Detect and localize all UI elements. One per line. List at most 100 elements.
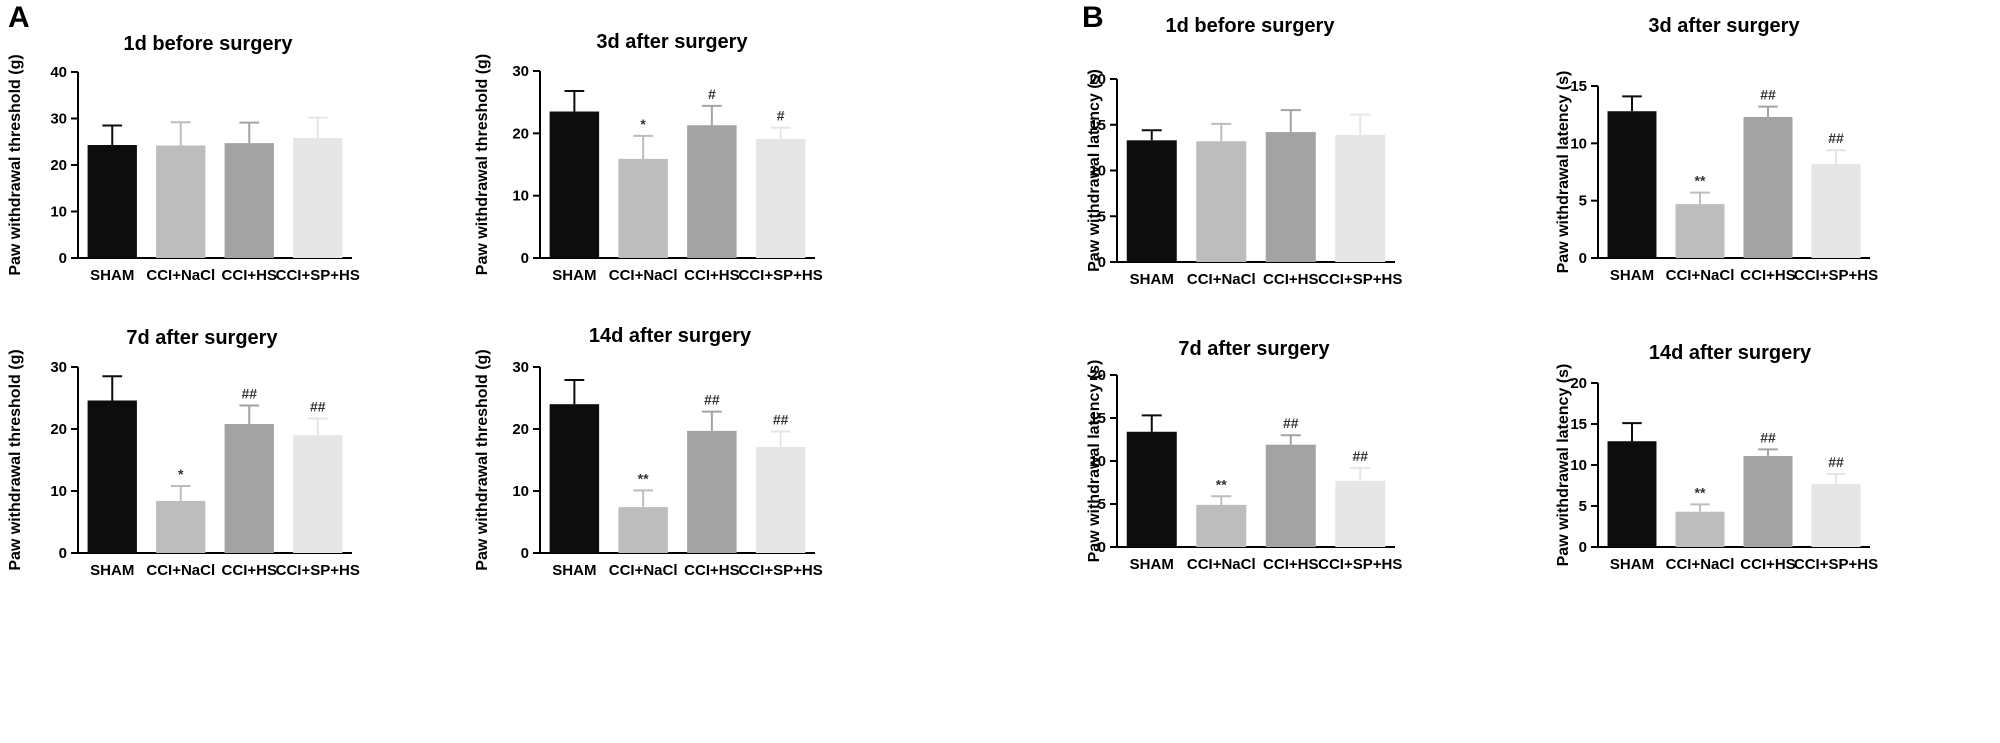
significance-marker: ## (310, 398, 326, 414)
y-axis-label: Paw withdrawal latency (s) (1555, 364, 1572, 567)
bar (1607, 111, 1657, 258)
y-tick-label: 10 (1570, 135, 1587, 152)
significance-marker: ## (241, 385, 257, 401)
category-label: CCI+SP+HS (1794, 267, 1878, 284)
y-tick-label: 20 (1089, 367, 1106, 384)
significance-marker: # (777, 108, 785, 124)
significance-marker: ## (1352, 448, 1368, 464)
y-tick-label: 0 (1579, 539, 1587, 556)
y-tick-label: 0 (59, 250, 67, 267)
bar (1335, 480, 1386, 547)
chart-title: 1d before surgery (124, 33, 294, 55)
bar (687, 125, 737, 258)
category-label: CCI+HS (222, 267, 277, 284)
y-tick-label: 0 (521, 250, 529, 267)
category-label: CCI+NaCl (1187, 556, 1256, 573)
category-label: SHAM (1610, 556, 1654, 573)
category-label: SHAM (552, 267, 596, 284)
bar (1811, 483, 1861, 547)
significance-marker: # (708, 86, 716, 102)
chart-title: 7d after surgery (126, 327, 278, 349)
y-tick-label: 0 (1098, 254, 1106, 271)
chart-b-14d-after-surgery: 14d after surgery Paw withdrawal latency … (1555, 342, 1878, 573)
bar (755, 138, 806, 258)
bar (87, 145, 137, 258)
y-tick-label: 20 (50, 157, 67, 174)
bar (224, 424, 274, 553)
chart-title: 3d after surgery (1648, 15, 1800, 37)
bar (687, 430, 737, 553)
y-axis-label: Paw withdrawal threshold (g) (7, 349, 24, 570)
y-tick-label: 20 (512, 421, 529, 438)
significance-marker: ## (1760, 429, 1776, 445)
category-label: CCI+NaCl (146, 562, 215, 579)
chart-a-1d-before-surgery: 1d before surgery Paw withdrawal threshol… (7, 33, 360, 284)
bar (1811, 163, 1861, 258)
bar (1335, 134, 1386, 262)
significance-marker: ** (1695, 173, 1706, 189)
category-label: CCI+HS (684, 267, 739, 284)
category-label: CCI+SP+HS (276, 562, 360, 579)
significance-marker: ** (1216, 476, 1227, 492)
y-tick-label: 10 (1089, 453, 1106, 470)
y-tick-label: 30 (512, 63, 529, 80)
bar (87, 400, 137, 553)
significance-marker: ## (773, 411, 789, 427)
category-label: CCI+NaCl (609, 562, 678, 579)
bar (1196, 141, 1247, 262)
chart-title: 1d before surgery (1166, 15, 1336, 37)
y-axis-label: Paw withdrawal threshold (g) (474, 54, 491, 275)
y-tick-label: 5 (1098, 496, 1106, 513)
significance-marker: ## (1828, 454, 1844, 470)
category-label: CCI+SP+HS (276, 267, 360, 284)
y-tick-label: 0 (1098, 539, 1106, 556)
y-tick-label: 15 (1089, 117, 1106, 134)
bar (1126, 431, 1177, 547)
y-axis-label: Paw withdrawal latency (s) (1086, 360, 1103, 563)
y-tick-label: 15 (1570, 416, 1587, 433)
y-tick-label: 0 (521, 545, 529, 562)
category-label: CCI+HS (222, 562, 277, 579)
significance-marker: * (640, 116, 646, 132)
bar (549, 404, 600, 553)
category-label: SHAM (1610, 267, 1654, 284)
bar (1675, 204, 1725, 258)
y-tick-label: 5 (1579, 498, 1587, 515)
bar (1265, 132, 1316, 262)
category-label: CCI+NaCl (1666, 267, 1735, 284)
y-tick-label: 40 (50, 64, 67, 81)
y-tick-label: 10 (50, 204, 67, 221)
y-axis-label: Paw withdrawal latency (s) (1555, 71, 1572, 274)
bar (1265, 444, 1316, 547)
category-label: SHAM (552, 562, 596, 579)
significance-marker: ## (1283, 415, 1299, 431)
y-tick-label: 30 (512, 359, 529, 376)
category-label: CCI+HS (684, 562, 739, 579)
chart-a-7d-after-surgery: 7d after surgery Paw withdrawal threshold… (7, 327, 360, 579)
chart-b-7d-after-surgery: 7d after surgery Paw withdrawal latency (… (1086, 338, 1402, 573)
bar (1743, 116, 1793, 259)
y-tick-label: 20 (512, 125, 529, 142)
y-tick-label: 10 (512, 188, 529, 205)
panel-label-a: A (8, 1, 30, 34)
y-tick-label: 20 (1570, 375, 1587, 392)
category-label: CCI+SP+HS (1318, 556, 1402, 573)
category-label: SHAM (90, 267, 134, 284)
bar (618, 158, 668, 258)
category-label: CCI+SP+HS (739, 562, 823, 579)
y-tick-label: 5 (1098, 208, 1106, 225)
significance-marker: * (178, 466, 184, 482)
y-tick-label: 20 (1089, 71, 1106, 88)
y-tick-label: 30 (50, 359, 67, 376)
y-tick-label: 15 (1089, 410, 1106, 427)
y-tick-label: 10 (50, 483, 67, 500)
y-axis-label: Paw withdrawal threshold (g) (474, 349, 491, 570)
category-label: CCI+NaCl (146, 267, 215, 284)
y-tick-label: 30 (50, 111, 67, 128)
category-label: CCI+SP+HS (1318, 271, 1402, 288)
category-label: CCI+NaCl (1187, 271, 1256, 288)
y-tick-label: 5 (1579, 193, 1587, 210)
bar (293, 138, 343, 258)
category-label: SHAM (1130, 556, 1174, 573)
